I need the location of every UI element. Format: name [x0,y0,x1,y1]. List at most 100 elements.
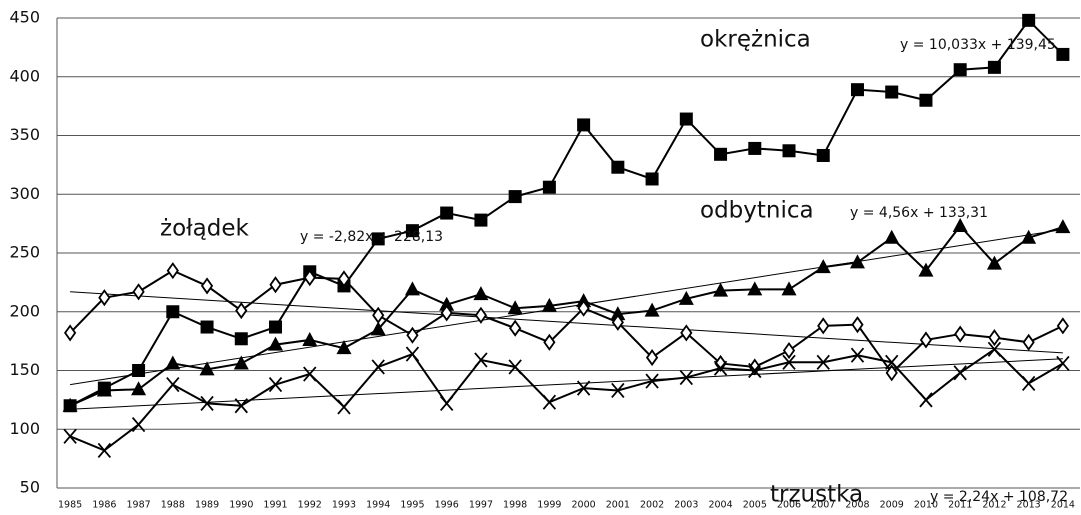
marker [439,395,454,411]
x-tick-label: 2004 [708,500,732,511]
marker [97,442,112,458]
marker [816,148,830,162]
marker [1022,13,1036,27]
marker [474,306,488,324]
marker [370,321,386,336]
marker [850,347,865,363]
marker [199,361,215,376]
marker [1021,229,1037,244]
trend-equation: y = 4,56x + 133,31 [850,205,988,221]
marker [953,63,967,77]
marker [337,399,351,415]
marker [919,392,933,408]
marker [782,341,796,360]
series-label: trzustka [770,482,863,508]
series-label: odbytnica [700,198,814,224]
marker [986,255,1002,270]
x-tick-label: 2009 [880,500,904,511]
x-tick-label: 1991 [263,500,287,511]
marker [748,141,762,155]
marker [1022,333,1035,351]
marker [302,331,318,346]
marker [645,349,659,367]
marker [473,286,489,301]
marker [645,172,659,186]
marker [405,224,419,238]
marker [98,289,111,307]
marker [132,283,145,301]
x-tick-label: 1986 [92,500,116,511]
marker [440,206,454,220]
marker [748,362,762,379]
marker [508,190,522,204]
marker [713,282,729,297]
marker [577,118,591,132]
marker [303,366,317,382]
marker [165,355,181,370]
marker [63,428,77,444]
x-tick-label: 1998 [503,500,527,511]
marker [952,217,968,232]
y-tick-label: 100 [9,419,40,438]
marker [406,326,419,344]
marker [234,332,248,346]
trend-equation: y = 2,24x + 108,72 [930,489,1068,505]
marker [1056,47,1070,61]
marker [542,394,557,410]
marker [576,380,591,396]
x-tick-label: 2008 [845,500,869,511]
series-label: żołądek [160,216,250,242]
marker [337,270,351,288]
x-tick-label: 1992 [298,500,322,511]
marker [816,354,830,370]
x-tick-label: 2007 [811,500,835,511]
marker [233,355,249,370]
marker [885,364,898,382]
marker [849,254,865,269]
y-tick-label: 400 [9,66,40,85]
marker [953,365,967,381]
marker [611,382,625,399]
marker [679,369,694,386]
marker [371,359,385,375]
x-tick-label: 1999 [537,500,561,511]
marker [439,296,455,311]
marker [371,232,385,246]
marker [851,316,864,334]
marker [747,281,763,296]
x-tick-label: 1985 [58,500,82,511]
marker [679,112,693,126]
marker [96,382,112,397]
marker [474,213,488,227]
marker [235,302,248,320]
marker [166,305,180,319]
marker [713,360,728,376]
x-tick-label: 2003 [674,500,698,511]
marker [919,331,933,349]
marker [954,325,967,343]
x-tick-label: 2001 [606,500,630,511]
marker [919,93,933,107]
marker [474,352,488,368]
marker [1056,355,1070,372]
marker [508,359,522,375]
x-tick-label: 1988 [161,500,185,511]
marker [611,160,625,174]
marker [200,277,214,295]
trend-line [70,229,1063,386]
marker [542,180,556,194]
marker [577,299,590,317]
marker [678,290,694,305]
marker [507,300,523,315]
y-tick-label: 250 [9,243,40,262]
x-tick-label: 1993 [332,500,356,511]
marker [987,341,1002,357]
y-tick-label: 200 [9,301,40,320]
x-tick-label: 1990 [229,500,253,511]
marker [610,306,626,321]
marker [200,395,214,411]
marker [987,60,1001,74]
marker [543,333,556,351]
